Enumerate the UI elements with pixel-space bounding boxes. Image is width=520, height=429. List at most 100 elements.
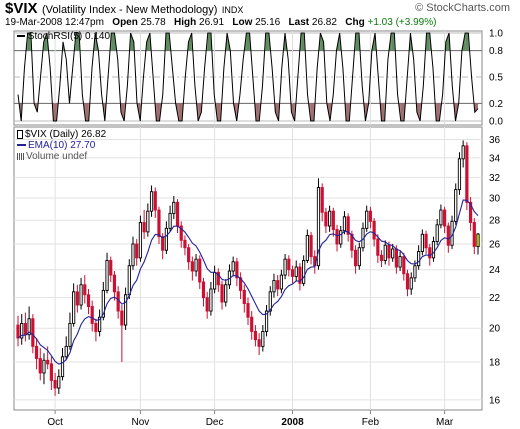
price-tick-label: 32 [489,173,501,184]
ema-line-group [17,199,479,365]
candle-body [443,209,447,227]
candle-body [454,189,458,222]
candle-body [79,284,83,306]
price-tick-label: 34 [489,153,501,164]
oversold-fill [346,103,350,121]
candle-body [42,359,46,374]
candle-body [302,260,306,284]
x-tick-label: 2008 [281,417,304,428]
candle-body [127,265,131,296]
x-tick-label: Dec [206,417,224,428]
candle-body [49,363,53,381]
candle-body [161,236,165,251]
ema-swatch-icon [17,144,26,147]
overbought-fill [130,33,134,51]
stochrsi-tick-label: 0.5 [489,73,503,84]
overbought-fill [391,33,395,51]
quote-date: 19-Mar-2008 12:47pm [5,17,104,28]
stochrsi-swatch [17,35,25,38]
oversold-fill [416,103,421,121]
candle-body [417,251,421,267]
candle-body [105,260,109,291]
last-value: 26.82 [311,17,337,28]
candle-body [316,187,321,267]
overbought-fill [265,33,269,51]
candle-body [31,318,35,347]
candle-body [472,222,476,247]
candle-body [142,222,146,233]
price-tick-label: 20 [489,324,501,335]
overbought-fill [320,33,324,51]
candle-body [309,235,313,258]
oversold-fill [217,103,221,121]
candle-body [435,224,439,242]
candle-body [394,248,398,268]
symbol-name: (Volatility Index - New Methodology) [41,4,218,16]
candle-body [135,243,139,259]
open-label: Open [112,17,138,28]
candle-body [231,261,235,272]
overbought-fill [426,33,430,51]
candle-body [279,274,283,290]
candle-body [409,277,413,290]
candle-body [368,210,373,222]
candle-body [213,271,217,290]
overbought-fill [27,33,31,51]
price-candles [16,140,480,396]
volume-swatch-icon [17,152,24,160]
candle-body [328,210,332,227]
candle-body [298,266,302,284]
candle-body [357,247,361,267]
last-label: Last [288,17,310,28]
overbought-fill [165,33,170,51]
candle-body [391,248,395,259]
oversold-fill [310,103,314,121]
candle-body [86,294,91,307]
price-panel-frame [13,126,483,411]
candle-body [205,297,209,312]
candle-body [398,256,402,268]
candle-body [350,233,354,251]
overbought-fill [246,33,250,51]
candle-body [94,323,98,332]
oversold-fill [436,103,440,121]
candle-body [402,256,406,275]
candle-body [120,310,124,326]
candle-body [34,345,39,359]
stochrsi-y-axis: 0.0 0.2 0.5 0.8 1.0 [489,29,503,128]
candle-body [157,209,161,238]
candle-body [109,260,113,276]
stochrsi-line [17,32,479,122]
candle-body [250,316,254,332]
candle-body [276,280,280,290]
stochrsi-tick-label: 0.2 [489,99,503,110]
candle-body [83,284,87,296]
candle-body [264,310,269,332]
candle-body [287,258,291,271]
price-tick-label: 24 [489,265,501,276]
candle-body [439,209,443,226]
quote-row: 19-Mar-2008 12:47pm Open 25.78 High 26.9… [5,17,436,28]
candle-body [224,284,228,303]
high-label: High [174,17,197,28]
overbought-fill [355,33,359,51]
candle-body [387,244,391,259]
ema-legend-label: EMA(10) 27.70 [28,140,96,151]
candle-body [75,291,79,306]
candle-swatch-icon [17,129,23,139]
price-tick-label: 36 [489,135,501,146]
candle-body [187,247,191,263]
candle-body [372,220,376,240]
candle-body [64,345,68,358]
x-tick-label: Feb [362,417,380,428]
stochrsi-tick-label: 1.0 [489,29,503,40]
stochrsi-line-group [17,32,479,122]
price-tick-label: 16 [489,395,501,406]
candle-body [376,238,380,256]
price-grid [14,127,482,410]
candle-body [46,359,50,365]
price-tick-label: 26 [489,240,501,251]
candle-body [431,241,436,259]
oversold-fill [474,103,478,113]
